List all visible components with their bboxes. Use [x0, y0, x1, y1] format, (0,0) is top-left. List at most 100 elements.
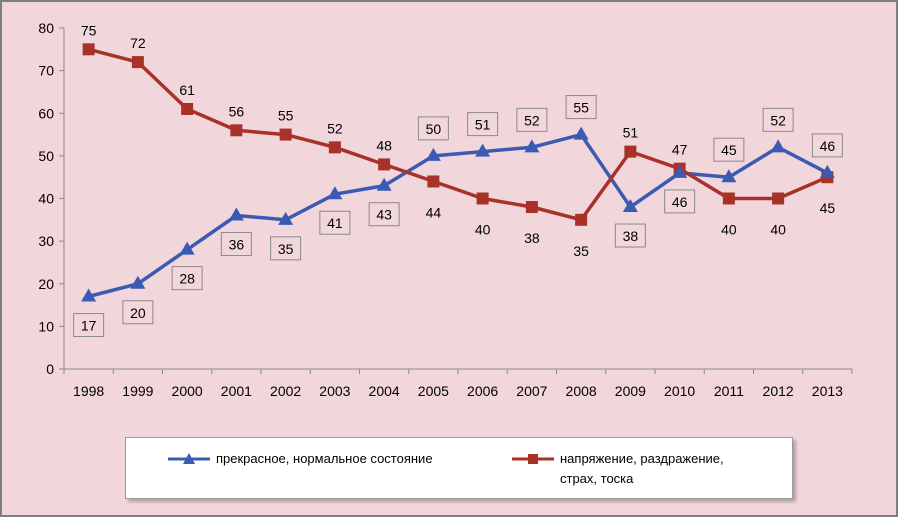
- data-label: 56: [229, 103, 245, 119]
- y-tick-label: 20: [38, 276, 54, 292]
- data-label: 38: [524, 230, 540, 246]
- markers: [81, 43, 835, 302]
- data-label: 41: [327, 215, 343, 231]
- data-label: 55: [573, 100, 589, 116]
- triangle-marker: [573, 126, 589, 140]
- data-label-box: [762, 107, 794, 132]
- triangle-marker: [376, 177, 392, 191]
- data-label: 35: [573, 243, 589, 259]
- y-tick-label: 0: [46, 361, 54, 377]
- square-marker: [624, 145, 637, 158]
- data-label-box: [713, 137, 745, 162]
- data-label: 75: [81, 22, 97, 38]
- triangle-marker: [524, 139, 540, 153]
- data-label-box: [417, 116, 449, 141]
- y-tick-label: 10: [38, 318, 54, 334]
- data-label-box: [368, 202, 400, 227]
- square-marker: [575, 213, 588, 226]
- data-label-box: [811, 133, 843, 158]
- data-label: 61: [179, 82, 195, 98]
- data-label: 35: [278, 241, 294, 257]
- square-marker: [427, 175, 440, 188]
- x-tick-label: 1999: [122, 383, 153, 399]
- triangle-marker: [819, 164, 835, 178]
- x-tick-label: 2005: [418, 383, 449, 399]
- x-tick-label: 2012: [763, 383, 794, 399]
- square-marker: [279, 128, 292, 141]
- square-marker: [525, 201, 538, 214]
- data-label: 40: [475, 222, 491, 238]
- x-tick-label: 2001: [221, 383, 252, 399]
- triangle-marker: [770, 139, 786, 153]
- y-tick-label: 60: [38, 105, 54, 121]
- data-label: 48: [376, 137, 392, 153]
- triangle-marker: [622, 199, 638, 213]
- data-label: 45: [820, 200, 836, 216]
- square-marker: [328, 141, 341, 154]
- legend-square-marker: [512, 454, 554, 464]
- data-label-box: [516, 107, 548, 132]
- triangle-marker: [721, 169, 737, 183]
- data-label-box: [220, 232, 252, 257]
- x-tick-label: 2006: [467, 383, 498, 399]
- data-label: 17: [81, 318, 97, 334]
- triangle-marker: [278, 211, 294, 225]
- data-label: 38: [623, 228, 639, 244]
- series-line-2: [88, 47, 829, 222]
- triangle-marker: [81, 288, 97, 302]
- triangle-marker: [672, 164, 688, 178]
- data-label-box: [614, 223, 646, 248]
- data-label: 20: [130, 305, 146, 321]
- triangle-marker: [327, 186, 343, 200]
- legend: прекрасное, нормальное состояние напряже…: [125, 437, 793, 499]
- axes: 0 10 20 30 40 50 60 70 80 1998 1999 2000 2001 2002 200…: [38, 20, 853, 399]
- data-label: 51: [623, 125, 639, 141]
- square-marker: [722, 192, 735, 205]
- x-tick-label: 2002: [270, 383, 301, 399]
- series-lines: [88, 47, 829, 299]
- x-tick-label: 2003: [319, 383, 350, 399]
- y-tick-label: 70: [38, 63, 54, 79]
- data-label-box: [467, 112, 499, 137]
- y-tick-label: 40: [38, 191, 54, 207]
- x-tick-label: 2009: [615, 383, 646, 399]
- data-label-box: [270, 236, 302, 261]
- square-marker: [772, 192, 785, 205]
- data-label: 50: [426, 121, 442, 137]
- triangle-marker: [425, 147, 441, 161]
- data-label: 43: [376, 207, 392, 223]
- data-label-box: [664, 189, 696, 214]
- square-marker: [230, 124, 243, 137]
- data-label: 52: [524, 112, 540, 128]
- data-label: 47: [672, 142, 688, 158]
- square-marker: [131, 56, 144, 69]
- data-label-box: [171, 266, 203, 291]
- legend-label-series-2-line-1: напряжение, раздражение,: [560, 451, 724, 466]
- square-marker: [181, 102, 194, 115]
- data-label: 52: [327, 120, 343, 136]
- triangle-marker: [130, 275, 146, 289]
- data-label-box: [319, 210, 351, 235]
- x-tick-label: 2000: [172, 383, 203, 399]
- data-label: 28: [179, 271, 195, 287]
- data-label: 45: [721, 142, 737, 158]
- x-tick-label: 2004: [369, 383, 400, 399]
- data-label: 44: [426, 204, 442, 220]
- data-labels: 17 20 28 36 35 41 43 50 51 52 55 38 46 45 52 46 75 72 61 56…: [73, 22, 843, 338]
- data-label: 40: [721, 222, 737, 238]
- x-tick-label: 2007: [516, 383, 547, 399]
- square-marker: [82, 43, 95, 56]
- x-tick-label: 2010: [664, 383, 695, 399]
- data-label: 55: [278, 108, 294, 124]
- legend-label-series-1: прекрасное, нормальное состояние: [216, 451, 433, 466]
- triangle-marker: [475, 143, 491, 157]
- series-line-1: [88, 132, 829, 299]
- triangle-marker: [228, 207, 244, 221]
- data-label-box: [122, 300, 154, 325]
- y-tick-label: 50: [38, 148, 54, 164]
- y-tick-label: 80: [38, 20, 54, 36]
- data-label: 51: [475, 117, 491, 133]
- data-label: 36: [229, 237, 245, 253]
